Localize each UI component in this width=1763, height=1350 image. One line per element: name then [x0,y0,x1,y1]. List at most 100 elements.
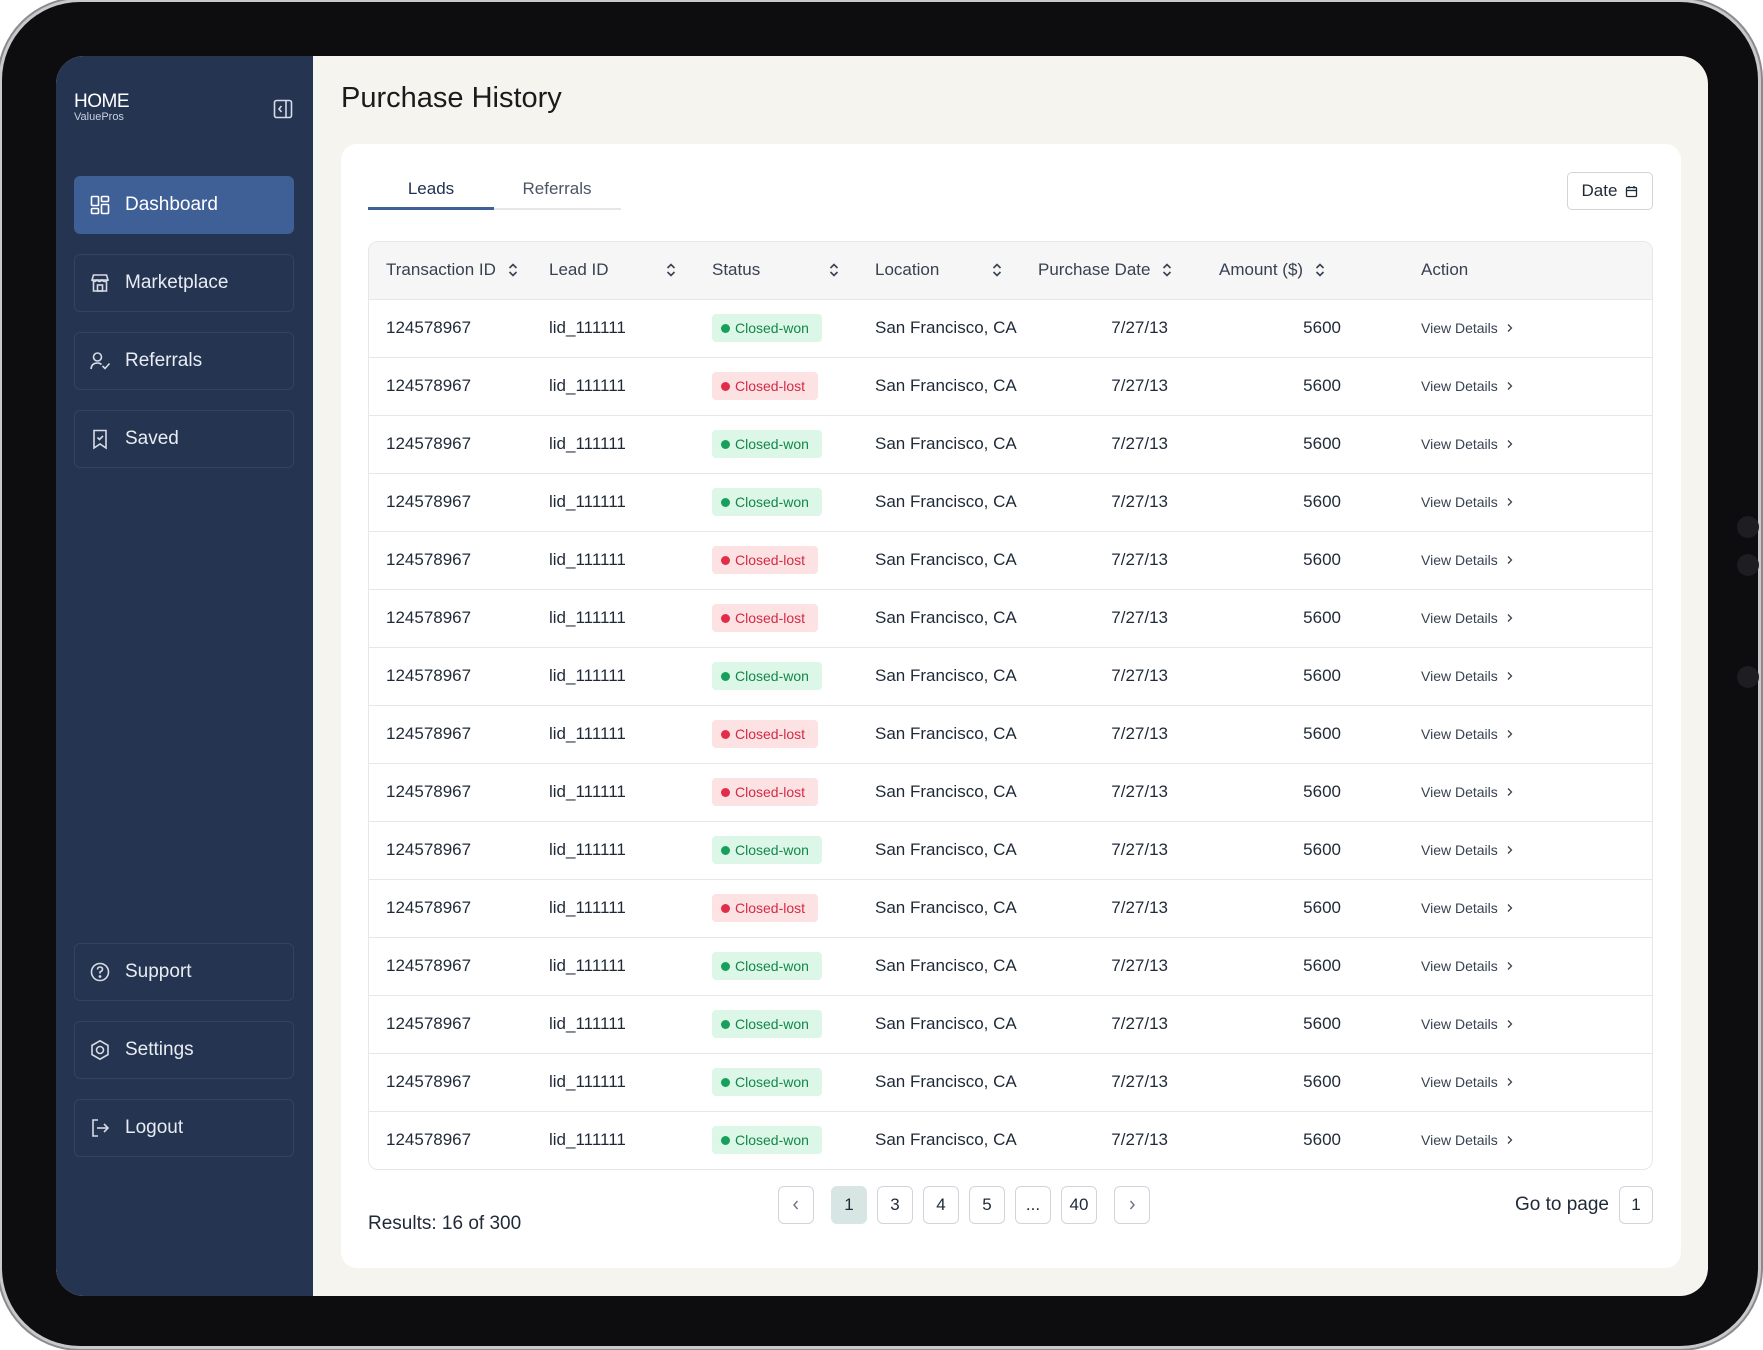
view-details-link[interactable]: View Details [1421,1074,1513,1090]
go-to-page-input[interactable] [1619,1186,1653,1224]
sidebar-item-logout[interactable]: Logout [74,1099,294,1157]
purchase-date-cell: 7/27/13 [1021,878,1193,937]
status-label: Closed-won [735,958,809,974]
view-details-link[interactable]: View Details [1421,1016,1513,1032]
date-filter-button[interactable]: Date [1567,172,1653,210]
column-header-status[interactable]: Status [695,242,858,299]
status-badge: Closed-lost [712,372,819,400]
sidebar-item-referrals[interactable]: Referrals [74,332,294,390]
status-dot [721,729,730,739]
status-label: Closed-won [735,842,809,858]
purchase-date-cell: 7/27/13 [1021,936,1193,995]
logo[interactable]: HOME ValuePros [74,92,130,123]
sidebar-item-label: Settings [125,1039,194,1060]
status-badge: Closed-lost [712,546,819,574]
view-details-link[interactable]: View Details [1421,436,1513,452]
view-details-link[interactable]: View Details [1421,726,1513,742]
status-dot [721,613,730,623]
column-header-location[interactable]: Location [858,242,1021,299]
chevron-right-icon [1507,1020,1513,1028]
column-header-amount[interactable]: Amount ($) [1193,242,1366,299]
column-header-purchase-date[interactable]: Purchase Date [1021,242,1193,299]
view-details-label: View Details [1421,1016,1498,1032]
status-dot [721,555,730,565]
transaction-id-cell: 124578967 [369,762,532,821]
status-badge: Closed-won [712,662,822,690]
status-dot [721,381,730,391]
column-header-transaction-id[interactable]: Transaction ID [369,242,532,299]
action-cell: View Details [1366,994,1652,1053]
status-badge: Closed-won [712,430,822,458]
tab-leads[interactable]: Leads [368,178,494,210]
page-button[interactable]: 40 [1061,1186,1097,1224]
view-details-link[interactable]: View Details [1421,1132,1513,1148]
location-cell: San Francisco, CA [858,298,1021,357]
transaction-id-cell: 124578967 [369,530,532,589]
action-cell: View Details [1366,878,1652,937]
page-button[interactable]: 3 [877,1186,913,1224]
view-details-link[interactable]: View Details [1421,378,1513,394]
sidebar-item-dashboard[interactable]: Dashboard [74,176,294,234]
amount-cell: 5600 [1193,704,1366,763]
sort-icon[interactable] [992,262,1002,278]
amount-cell: 5600 [1193,530,1366,589]
sort-icon[interactable] [508,262,518,278]
page-ellipsis[interactable]: ... [1015,1186,1051,1224]
location-cell: San Francisco, CA [858,1052,1021,1111]
view-details-link[interactable]: View Details [1421,784,1513,800]
status-dot [721,1019,730,1029]
location-cell: San Francisco, CA [858,820,1021,879]
next-page-button[interactable] [1114,1186,1150,1224]
sidebar-nav-top: Dashboard Marketplace Referrals [74,176,294,488]
chevron-right-icon [1507,672,1513,680]
sidebar-item-saved[interactable]: Saved [74,410,294,468]
sidebar-item-support[interactable]: Support [74,943,294,1001]
view-details-link[interactable]: View Details [1421,494,1513,510]
logo-sub: ValuePros [74,111,124,123]
page-button[interactable]: 1 [831,1186,867,1224]
page-button[interactable]: 5 [969,1186,1005,1224]
status-label: Closed-lost [735,610,806,626]
table-row: 124578967 lid_111111 Closed-lost San Franci… [369,762,1652,821]
status-dot [721,903,730,913]
collapse-sidebar-icon[interactable] [272,98,294,120]
sort-icon[interactable] [1162,262,1172,278]
store-icon [90,274,110,292]
view-details-link[interactable]: View Details [1421,958,1513,974]
view-details-link[interactable]: View Details [1421,842,1513,858]
sidebar-item-settings[interactable]: Settings [74,1021,294,1079]
purchase-date-cell: 7/27/13 [1021,762,1193,821]
dashboard-icon [90,195,110,215]
amount-cell: 5600 [1193,820,1366,879]
status-cell: Closed-won [695,1110,858,1169]
logout-icon [92,1119,110,1137]
view-details-link[interactable]: View Details [1421,900,1513,916]
column-header-lead-id[interactable]: Lead ID [532,242,695,299]
page-button[interactable]: 4 [923,1186,959,1224]
sidebar-item-marketplace[interactable]: Marketplace [74,254,294,312]
view-details-link[interactable]: View Details [1421,552,1513,568]
chevron-right-icon [1507,730,1513,738]
status-cell: Closed-won [695,820,858,879]
table-header-row: Transaction ID Lead ID Status Location P… [369,242,1652,299]
status-label: Closed-won [735,436,809,452]
action-cell: View Details [1366,1110,1652,1169]
view-details-link[interactable]: View Details [1421,320,1513,336]
lead-id-cell: lid_111111 [532,762,695,821]
status-cell: Closed-won [695,414,858,473]
view-details-label: View Details [1421,842,1498,858]
sort-icon[interactable] [666,262,676,278]
lead-id-cell: lid_111111 [532,1052,695,1111]
sort-icon[interactable] [829,262,839,278]
view-details-link[interactable]: View Details [1421,668,1513,684]
view-details-link[interactable]: View Details [1421,610,1513,626]
prev-page-button[interactable] [778,1186,814,1224]
action-cell: View Details [1366,646,1652,705]
amount-cell: 5600 [1193,994,1366,1053]
tab-referrals[interactable]: Referrals [522,179,592,198]
amount-cell: 5600 [1193,414,1366,473]
chevron-right-icon [1129,1200,1135,1210]
sort-icon[interactable] [1315,262,1325,278]
lead-id-cell: lid_111111 [532,820,695,879]
